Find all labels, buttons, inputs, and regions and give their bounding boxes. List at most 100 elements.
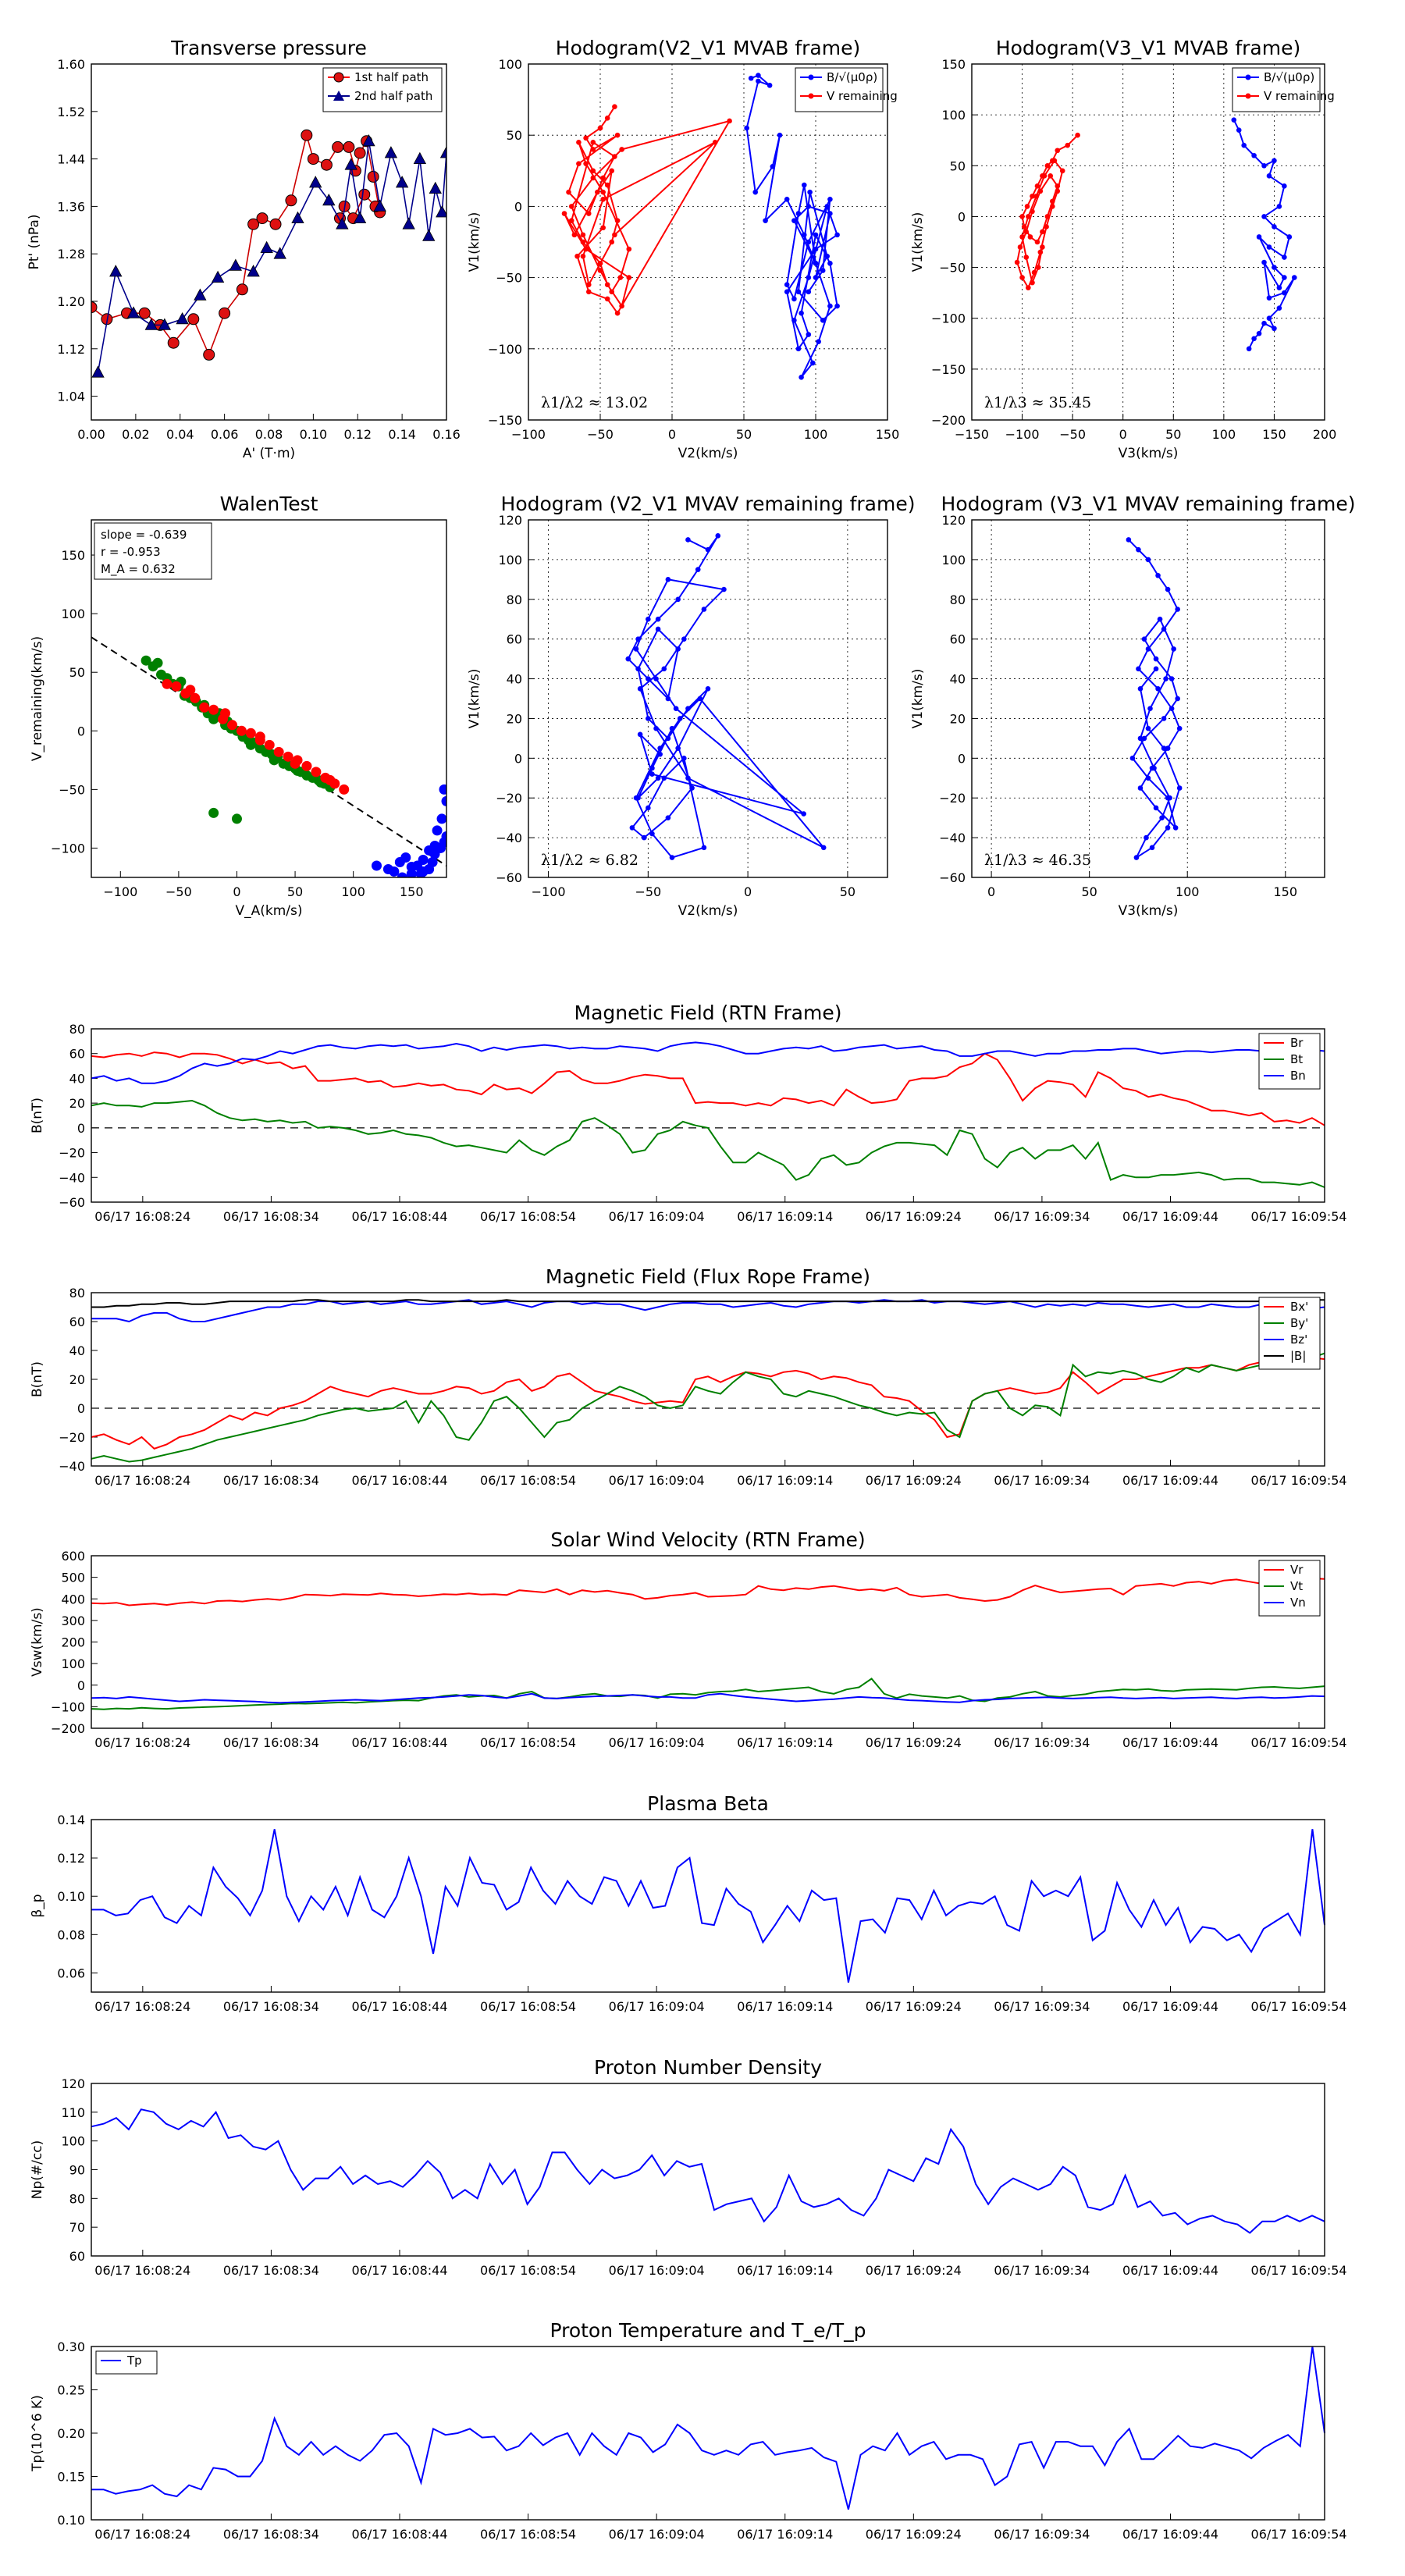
tp-legend-box xyxy=(95,2350,158,2375)
vsw-xtick-label: 06/17 16:09:34 xyxy=(994,1735,1090,1750)
pt-point xyxy=(285,194,297,207)
h21-legend-label: B/√(μ0ρ) xyxy=(827,70,877,84)
pt-point xyxy=(402,217,415,229)
panel-h31: −150 −100 −50 0 50 100 150 200−200−150−100−5005… xyxy=(910,37,1336,461)
walen-point-red xyxy=(264,739,275,750)
h21r-xtick-label: 0 xyxy=(744,884,752,899)
np-frame xyxy=(91,2083,1325,2257)
h31-point xyxy=(1272,158,1277,164)
h31-title: Hodogram(V3_V1 MVAB frame) xyxy=(996,37,1300,59)
pt-point xyxy=(322,193,336,206)
h21-point xyxy=(827,196,833,202)
h31-legend-marker xyxy=(1245,93,1251,99)
pt-series-line-1 xyxy=(97,141,446,373)
h21r-point xyxy=(695,567,701,572)
vsw-xtick-label: 06/17 16:08:44 xyxy=(351,1735,447,1750)
walen-xtick-label: −50 xyxy=(165,884,192,899)
h21-point xyxy=(795,211,802,216)
h21-plot-area xyxy=(561,73,840,380)
h21-point xyxy=(806,204,812,209)
h31-point xyxy=(1037,249,1044,255)
vsw-series-0 xyxy=(91,1576,1325,1606)
walen-ylabel: V_remaining(km/s) xyxy=(30,636,45,761)
h21-point xyxy=(799,374,804,380)
bRTN-ytick-label: 80 xyxy=(69,1022,85,1037)
h21-point xyxy=(795,289,802,295)
h21-point xyxy=(609,289,615,295)
bFR-xtick-label: 06/17 16:08:44 xyxy=(351,1473,447,1488)
bFR-title: Magnetic Field (Flux Rope Frame) xyxy=(546,1265,870,1288)
h31-point xyxy=(1027,234,1033,240)
pt-point xyxy=(429,181,442,194)
vsw-xtick-label: 06/17 16:09:24 xyxy=(866,1735,962,1750)
h21-point xyxy=(806,275,812,280)
pt-xtick-label: 0.10 xyxy=(300,427,328,442)
vsw-legend-box xyxy=(1258,1560,1321,1617)
h21-xtick-label: −50 xyxy=(587,427,614,442)
h31r-point xyxy=(1165,586,1171,592)
h21r-point xyxy=(637,685,643,692)
h31-xtick-label: 100 xyxy=(1212,427,1236,442)
walen-point-blue xyxy=(371,860,382,871)
pt-point xyxy=(260,240,273,254)
h31r-point xyxy=(1168,676,1175,681)
h31r-ytick-label: 120 xyxy=(941,513,966,528)
bRTN-frame xyxy=(91,1028,1325,1203)
h21-point xyxy=(813,232,819,238)
beta-frame xyxy=(91,1819,1325,1993)
h31-point xyxy=(1266,315,1272,322)
beta-series-0 xyxy=(91,1829,1325,1983)
bRTN-xtick-label: 06/17 16:09:54 xyxy=(1251,1209,1347,1224)
h31r-xtick-label: 0 xyxy=(987,884,995,899)
pt-xtick-label: 0.14 xyxy=(388,427,416,442)
h31-ytick-label: −100 xyxy=(931,311,966,326)
h21-point xyxy=(810,360,816,366)
h21r-point xyxy=(669,855,675,860)
beta-ytick-label: 0.06 xyxy=(57,1966,85,1980)
h31-ylabel: V1(km/s) xyxy=(910,212,926,272)
h31r-frame xyxy=(971,519,1325,878)
h31-point xyxy=(1276,305,1282,311)
h21r-point xyxy=(649,831,655,837)
pt-point xyxy=(158,318,172,330)
beta-xtick-label: 06/17 16:09:24 xyxy=(866,1999,962,2014)
h21-point xyxy=(791,318,797,323)
h21-point xyxy=(597,261,603,266)
walen-xtick-label: 0 xyxy=(233,884,240,899)
h21-point xyxy=(614,218,621,223)
pt-point xyxy=(211,270,225,283)
h21r-point xyxy=(669,725,675,731)
tp-ytick-label: 0.15 xyxy=(57,2470,85,2485)
vsw-frame xyxy=(91,1555,1325,1729)
walen-point-red xyxy=(301,760,312,771)
bRTN-ytick-label: −20 xyxy=(59,1146,85,1161)
h21r-point xyxy=(655,775,661,781)
panel-h21r: −100 −50 0 50 −60 −40 −20 0 20 40 60 80 100 120Hodogr… xyxy=(467,493,915,919)
h21r-point xyxy=(701,845,707,851)
beta-xtick-label: 06/17 16:09:54 xyxy=(1251,1999,1347,2014)
walen-xtick-label: 50 xyxy=(287,884,303,899)
h31-point xyxy=(1276,204,1282,209)
h21r-point xyxy=(721,586,727,592)
panel-h21: −100 −50 0 50 100 150−150−100−50050100Hodogra… xyxy=(467,37,899,461)
h21r-ytick-label: 60 xyxy=(507,632,522,647)
h21r-point xyxy=(625,656,631,662)
walen-xtick-label: −100 xyxy=(103,884,137,899)
walen-point-blue xyxy=(441,831,446,841)
h31-point xyxy=(1282,254,1287,260)
h21r-point xyxy=(641,834,647,841)
h31-point xyxy=(1030,194,1035,199)
bRTN-ytick-label: −40 xyxy=(59,1170,85,1185)
tp-series-0 xyxy=(91,2346,1325,2510)
h31r-point xyxy=(1171,646,1176,652)
h21-ytick-label: −150 xyxy=(488,413,522,428)
h21r-ytick-label: 80 xyxy=(507,592,522,607)
h31-xtick-label: −50 xyxy=(1059,427,1086,442)
h21-xtick-label: 50 xyxy=(736,427,752,442)
vsw-ytick-label: 400 xyxy=(61,1592,85,1606)
pt-point xyxy=(269,218,282,230)
h21-point xyxy=(574,253,580,259)
bFR-xtick-label: 06/17 16:09:54 xyxy=(1251,1473,1347,1488)
panel-bFR: −40 −20 0 20 40 60 80 06/17 16:08:24 06/17 16:08… xyxy=(30,1265,1347,1488)
